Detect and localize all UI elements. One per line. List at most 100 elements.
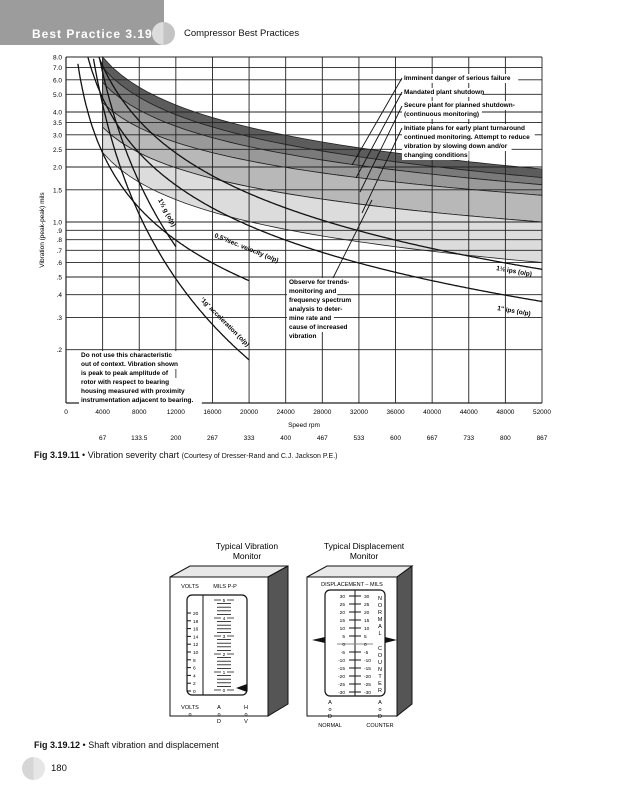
switch-icon: o [244, 712, 247, 718]
displacement-scale-left: -10 [338, 658, 345, 664]
annotation-bg [79, 351, 182, 360]
header-circle-icon [152, 22, 175, 45]
x-tick-label: 0 [64, 409, 68, 416]
page-circle-icon [22, 757, 45, 780]
volts-scale-label: 2 [193, 681, 196, 687]
y-tick-label: 3.0 [53, 132, 62, 139]
annotation-note: is peak to peak amplitude of [81, 370, 169, 377]
displacement-scale-left: -15 [338, 666, 345, 672]
displacement-scale-right: 0 [364, 642, 367, 648]
volts-scale-label: 16 [193, 627, 199, 633]
annotation-bg [79, 360, 186, 369]
annotation-bg [287, 332, 321, 341]
annotation-note: Do not use this characteristic [81, 352, 172, 359]
mils-scale-label: 0 [223, 688, 226, 694]
vibration-monitor-title: Monitor [233, 551, 262, 561]
vibration-monitor-title: Typical Vibration [216, 541, 278, 551]
displacement-scale-left: -20 [338, 674, 345, 680]
annotation-observe: analysis to deter- [289, 306, 342, 313]
y-tick-label: .9 [57, 228, 63, 235]
annotation-observe: frequency spectrum [289, 297, 351, 304]
x-tick-label: 24000 [277, 409, 295, 416]
annotation-bg [287, 278, 354, 287]
y-tick-label: .5 [57, 275, 63, 282]
counter-vertical-letter: E [378, 681, 382, 687]
mils-scale-label: 3 [223, 634, 226, 640]
volts-label: VOLTS [181, 584, 199, 590]
annotation-initiate-plans: changing conditions [404, 152, 468, 159]
counter-vertical-letter: R [378, 688, 382, 694]
annotation-bg [287, 287, 338, 296]
x-tick-label: 44000 [460, 409, 478, 416]
x-tick-label: 4000 [95, 409, 110, 416]
figure2-caption-text: Shaft vibration and displacement [88, 740, 219, 750]
annotation-observe: mine rate and [289, 315, 331, 322]
x-secondary-tick-label: 600 [390, 435, 401, 442]
displacement-scale-left: -5 [341, 650, 346, 656]
volts-scale-label: 14 [193, 634, 199, 640]
figure1-caption: Fig 3.19.11 • Vibration severity chart (… [34, 450, 338, 460]
y-tick-label: .2 [57, 347, 63, 354]
annotation-note: housing measured with proximity [81, 388, 185, 395]
displacement-scale-right: -5 [364, 650, 369, 656]
switch-label: A [378, 700, 382, 706]
figure1-credit: (Courtesy of Dresser-Rand and C.J. Jacks… [181, 453, 338, 460]
y-tick-label: 2.5 [53, 147, 62, 154]
displacement-scale-right: 20 [364, 610, 370, 616]
y-axis-label: Vibration (peak-peak) mils [39, 192, 46, 268]
vibration-scale-window [186, 594, 248, 696]
volts-scale-label: 4 [193, 673, 196, 679]
counter-vertical-letter: O [378, 653, 383, 659]
annotation-bg [79, 387, 186, 396]
normal-vertical-letter: O [378, 603, 383, 609]
displacement-scale-left: 0 [342, 642, 345, 648]
mils-scale-label: 4 [223, 616, 226, 622]
x-secondary-tick-label: 533 [353, 435, 364, 442]
y-tick-label: 5.0 [53, 92, 62, 99]
figure1-caption-text: Vibration severity chart [87, 450, 180, 460]
label-bg [221, 669, 227, 675]
annotation-bg [79, 369, 176, 378]
figure2-caption: Fig 3.19.12 • Shaft vibration and displa… [34, 740, 219, 750]
section-header-bar: Best Practice 3.19 [0, 0, 164, 45]
counter-vertical-letter: C [378, 646, 382, 652]
x-secondary-tick-label: 667 [427, 435, 438, 442]
displacement-scale-right: 25 [364, 602, 370, 608]
annotation-observe: cause of increased [289, 324, 348, 331]
annotation-bg [79, 378, 179, 387]
displacement-scale-right: 15 [364, 618, 370, 624]
x-tick-label: 28000 [313, 409, 331, 416]
switch-label: D [328, 714, 332, 720]
x-secondary-tick-label: 400 [280, 435, 291, 442]
annotation-bg [79, 396, 202, 405]
annotation-bg [402, 142, 512, 151]
annotation-bg [402, 74, 519, 83]
annotation-note: instrumentation adjacent to bearing. [81, 397, 194, 404]
figure1-label: Fig 3.19.11 [34, 450, 80, 460]
annotation-secure-plant: (continuous monitoring) [404, 111, 479, 118]
mils-scale-label: 5 [223, 598, 226, 604]
right-pointer-icon [385, 637, 397, 643]
normal-vertical-letter: L [378, 631, 381, 637]
annotation-bg [287, 305, 351, 314]
x-secondary-tick-label: 200 [170, 435, 181, 442]
annotation-mandated-shutdown: Mandated plant shutdown [404, 89, 484, 96]
normal-vertical-letter: M [378, 617, 383, 623]
x-secondary-tick-label: 467 [317, 435, 328, 442]
displacement-heading: DISPLACEMENT – MILS [321, 582, 383, 588]
switch-icon: o [378, 707, 381, 713]
displacement-scale-right: -30 [364, 690, 371, 696]
annotation-observe: monitoring and [289, 288, 336, 295]
switch-label: D [217, 719, 221, 725]
x-tick-label: 32000 [350, 409, 368, 416]
switch-label: A [328, 700, 332, 706]
mils-label: MILS P-P [213, 584, 237, 590]
annotation-bg [402, 101, 519, 110]
displacement-scale-left: 25 [340, 602, 346, 608]
leader-line [351, 77, 403, 166]
y-tick-label: 6.0 [53, 77, 62, 84]
switch-label: D [378, 714, 382, 720]
annotation-note: rotor with respect to bearing [81, 379, 169, 386]
bottom-volts-label: VOLTS [181, 705, 199, 711]
